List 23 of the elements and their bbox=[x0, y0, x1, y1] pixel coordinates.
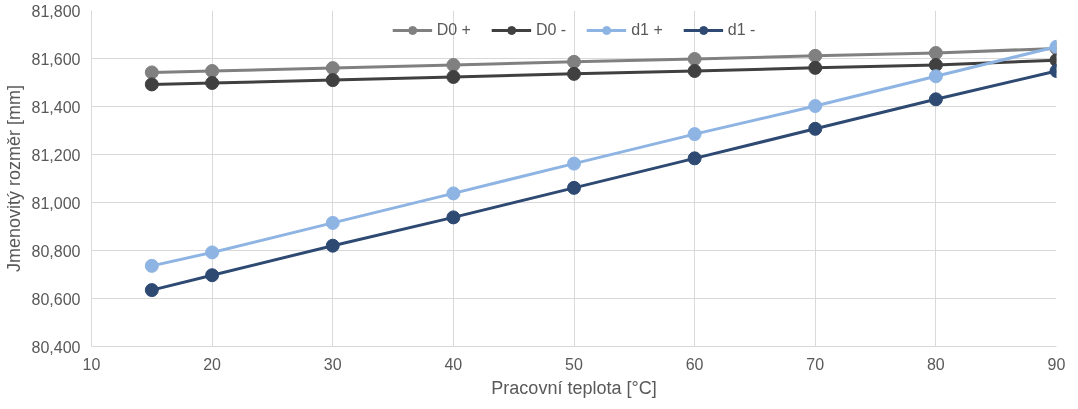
y-tick-label: 81,400 bbox=[31, 98, 81, 116]
y-tick-label: 80,400 bbox=[31, 338, 81, 356]
x-tick-label: 70 bbox=[806, 355, 825, 373]
legend-label: D0 + bbox=[436, 21, 471, 39]
legend-label: d1 - bbox=[727, 21, 756, 39]
legend-label: d1 + bbox=[631, 21, 663, 39]
x-axis-title: Pracovní teplota [°C] bbox=[491, 377, 657, 398]
y-tick-label: 81,000 bbox=[31, 194, 81, 212]
legend-label: D0 - bbox=[535, 21, 567, 39]
y-tick-label: 80,600 bbox=[31, 290, 81, 308]
y-axis-title: Jmenovitý rozměr [mm] bbox=[3, 84, 24, 273]
x-tick-label: 50 bbox=[565, 355, 583, 373]
x-tick-label: 80 bbox=[926, 355, 945, 373]
x-tick-label: 60 bbox=[685, 355, 704, 373]
x-tick-label: 40 bbox=[444, 355, 463, 373]
y-tick-label: 81,600 bbox=[31, 50, 81, 68]
x-tick-label: 90 bbox=[1047, 355, 1066, 373]
x-tick-label: 20 bbox=[203, 355, 222, 373]
y-tick-label: 80,800 bbox=[31, 242, 81, 260]
x-tick-label: 30 bbox=[323, 355, 342, 373]
y-tick-label: 81,200 bbox=[31, 146, 81, 164]
x-tick-label: 10 bbox=[82, 355, 101, 373]
y-tick-label: 81,800 bbox=[31, 2, 81, 20]
